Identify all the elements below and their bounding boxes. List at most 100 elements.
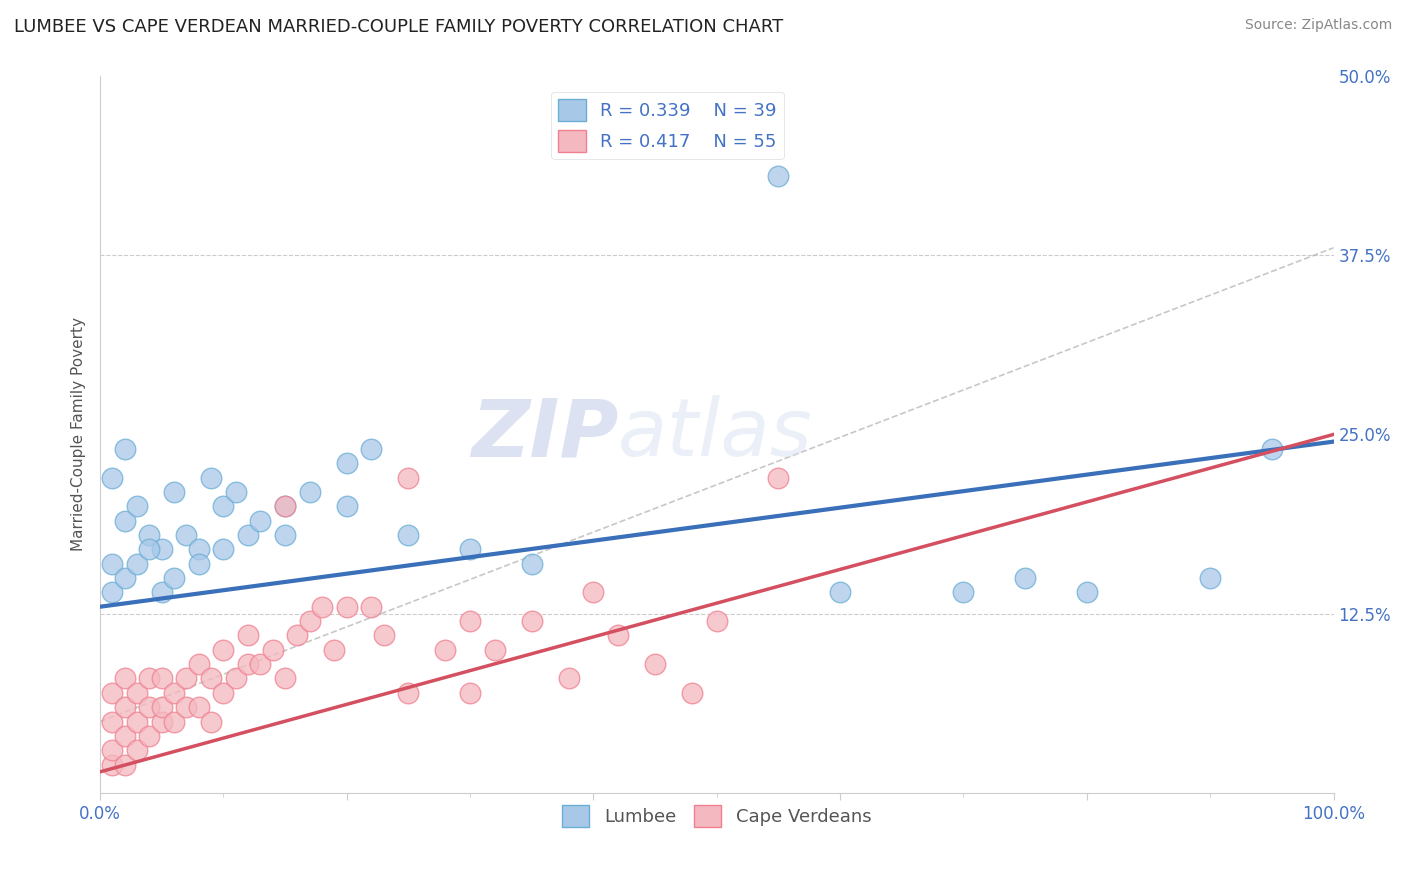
Point [287,628,309,642]
Point [398,470,420,484]
Point [187,542,209,557]
Point [101,557,124,571]
Point [212,686,235,700]
Point [311,599,333,614]
Point [607,628,630,642]
Point [127,557,149,571]
Point [101,757,124,772]
Point [114,729,136,743]
Point [114,672,136,686]
Point [274,672,297,686]
Point [398,686,420,700]
Point [398,528,420,542]
Point [127,743,149,757]
Point [336,456,359,470]
Point [458,542,481,557]
Point [127,714,149,729]
Point [187,657,209,672]
Text: atlas: atlas [619,395,813,474]
Point [768,169,790,183]
Point [952,585,974,599]
Point [101,686,124,700]
Point [336,500,359,514]
Point [138,528,160,542]
Point [236,657,259,672]
Point [101,743,124,757]
Text: LUMBEE VS CAPE VERDEAN MARRIED-COUPLE FAMILY POVERTY CORRELATION CHART: LUMBEE VS CAPE VERDEAN MARRIED-COUPLE FA… [14,18,783,36]
Point [262,642,284,657]
Point [225,484,247,499]
Point [434,642,457,657]
Point [150,714,173,729]
Point [138,542,160,557]
Point [127,686,149,700]
Point [163,714,186,729]
Text: ZIP: ZIP [471,395,619,474]
Point [150,700,173,714]
Point [200,470,222,484]
Point [200,714,222,729]
Point [138,700,160,714]
Point [163,686,186,700]
Point [163,571,186,585]
Point [582,585,605,599]
Point [150,672,173,686]
Point [187,557,209,571]
Point [360,442,382,456]
Point [127,500,149,514]
Point [298,484,321,499]
Point [681,686,703,700]
Point [1014,571,1036,585]
Point [274,500,297,514]
Point [274,528,297,542]
Point [225,672,247,686]
Point [298,614,321,628]
Point [274,500,297,514]
Point [484,642,506,657]
Point [187,700,209,714]
Point [644,657,666,672]
Point [323,642,346,657]
Point [163,484,186,499]
Point [558,672,581,686]
Point [101,470,124,484]
Point [360,599,382,614]
Point [114,700,136,714]
Point [101,714,124,729]
Point [138,729,160,743]
Point [520,614,543,628]
Point [336,599,359,614]
Point [1076,585,1098,599]
Point [373,628,395,642]
Point [236,628,259,642]
Point [101,585,124,599]
Point [249,514,271,528]
Point [150,585,173,599]
Point [114,442,136,456]
Point [1199,571,1222,585]
Point [176,700,198,714]
Legend: Lumbee, Cape Verdeans: Lumbee, Cape Verdeans [555,798,879,835]
Point [768,470,790,484]
Point [176,528,198,542]
Point [150,542,173,557]
Point [212,500,235,514]
Point [830,585,852,599]
Point [1261,442,1284,456]
Point [114,571,136,585]
Point [138,672,160,686]
Point [520,557,543,571]
Point [176,672,198,686]
Point [236,528,259,542]
Point [200,672,222,686]
Point [114,757,136,772]
Point [114,514,136,528]
Point [249,657,271,672]
Text: Source: ZipAtlas.com: Source: ZipAtlas.com [1244,18,1392,32]
Point [458,614,481,628]
Y-axis label: Married-Couple Family Poverty: Married-Couple Family Poverty [72,318,86,551]
Point [706,614,728,628]
Point [212,642,235,657]
Point [458,686,481,700]
Point [212,542,235,557]
